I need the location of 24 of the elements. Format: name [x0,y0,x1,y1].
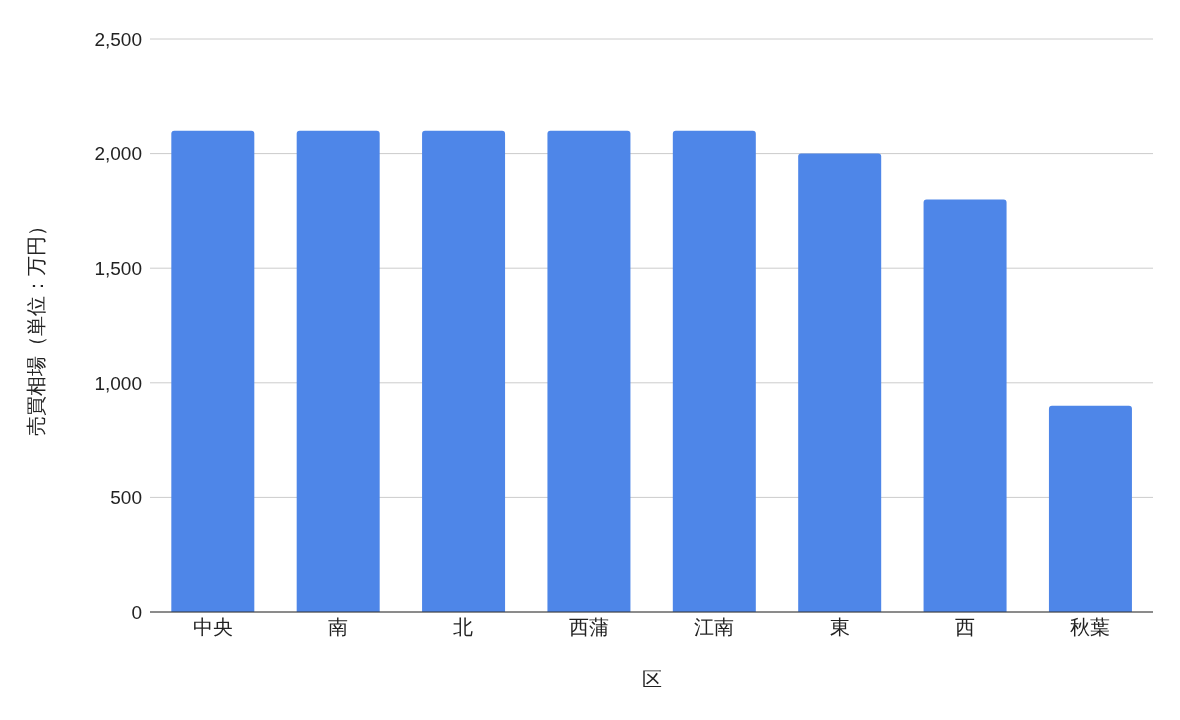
bar [923,199,1007,612]
bar [422,130,506,612]
y-tick-label: 1,500 [94,257,142,279]
bar [171,130,255,612]
y-tick-label: 500 [110,487,142,509]
x-axis-title: 区 [641,668,662,690]
x-tick-label: 西 [954,616,975,639]
x-tick-label: 中央 [192,616,233,639]
x-tick-label: 江南 [694,616,735,639]
y-tick-label: 1,000 [94,372,142,394]
y-tick-label: 2,000 [94,143,142,165]
bar [296,130,380,612]
bar [547,130,631,612]
bar [1048,405,1132,612]
bar [798,153,882,612]
x-tick-label: 南 [328,616,349,639]
bar [672,130,756,612]
y-tick-label: 2,500 [94,28,142,50]
y-tick-label: 0 [131,601,142,623]
y-axis-title: 売買相場（単位：万円） [25,215,48,436]
x-tick-label: 西蒲 [568,616,609,639]
x-tick-label: 秋葉 [1070,616,1111,639]
x-tick-label: 北 [453,616,474,639]
x-tick-label: 東 [829,616,850,639]
